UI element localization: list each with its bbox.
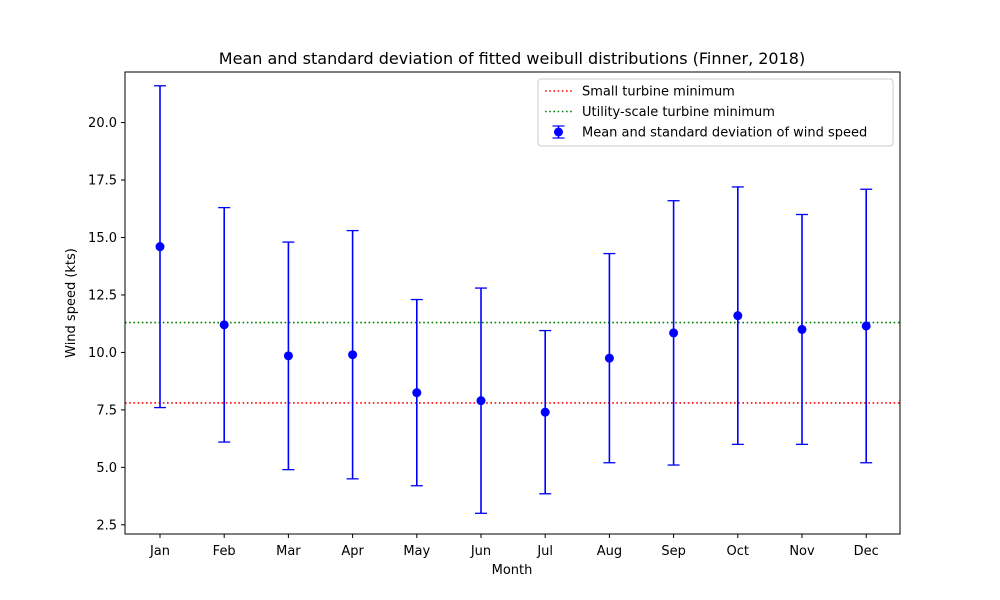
x-tick-label: Feb: [213, 544, 236, 559]
y-tick-label: 12.5: [88, 288, 117, 303]
mean-point: [412, 388, 422, 398]
chart-title: Mean and standard deviation of fitted we…: [219, 49, 805, 68]
x-tick-label: May: [403, 544, 430, 559]
mean-point: [733, 311, 743, 321]
y-tick-label: 10.0: [88, 346, 117, 361]
mean-point: [476, 396, 486, 406]
legend-label: Small turbine minimum: [582, 85, 735, 100]
y-tick-label: 5.0: [96, 461, 117, 476]
legend-swatch-marker: [554, 127, 563, 137]
x-tick-label: Jan: [149, 544, 170, 559]
mean-point: [604, 353, 614, 363]
legend-label: Utility-scale turbine minimum: [582, 105, 775, 120]
y-axis-label: Wind speed (kts): [64, 248, 79, 358]
y-tick-label: 15.0: [88, 231, 117, 246]
x-tick-label: Jul: [536, 544, 553, 559]
y-tick-label: 7.5: [96, 403, 117, 418]
x-tick-label: Aug: [597, 544, 622, 559]
mean-point: [155, 242, 165, 252]
x-tick-label: Oct: [727, 544, 749, 559]
mean-point: [283, 351, 293, 361]
x-tick-label: Dec: [854, 544, 879, 559]
x-tick-label: Apr: [341, 544, 364, 559]
legend-label: Mean and standard deviation of wind spee…: [582, 126, 867, 141]
mean-point: [540, 407, 550, 417]
x-axis-label: Month: [492, 563, 533, 578]
legend: Small turbine minimum Utility-scale turbi…: [537, 78, 894, 147]
mean-point: [797, 324, 807, 334]
plot-area-frame: [124, 71, 901, 535]
y-tick-label: 20.0: [88, 116, 117, 131]
mean-point: [219, 320, 229, 330]
y-tick-label: 2.5: [96, 518, 117, 533]
x-tick-label: Sep: [661, 544, 686, 559]
legend-box: [537, 78, 894, 147]
x-tick-label: Mar: [276, 544, 301, 559]
x-tick-label: Jun: [470, 544, 491, 559]
mean-point: [861, 321, 871, 331]
x-tick-label: Nov: [789, 544, 815, 559]
mean-point: [348, 350, 358, 360]
y-tick-label: 17.5: [88, 174, 117, 189]
mean-point: [669, 328, 679, 338]
